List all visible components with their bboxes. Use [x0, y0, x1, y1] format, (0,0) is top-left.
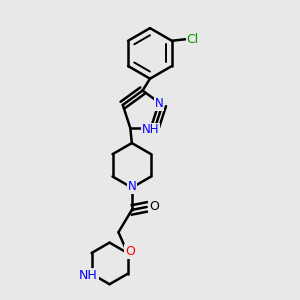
Text: NH: NH: [79, 269, 98, 282]
Text: O: O: [125, 245, 135, 258]
Text: Cl: Cl: [187, 33, 199, 46]
Text: N: N: [128, 180, 136, 193]
Text: NH: NH: [142, 123, 159, 136]
Text: N: N: [155, 97, 164, 110]
Text: O: O: [149, 200, 159, 214]
